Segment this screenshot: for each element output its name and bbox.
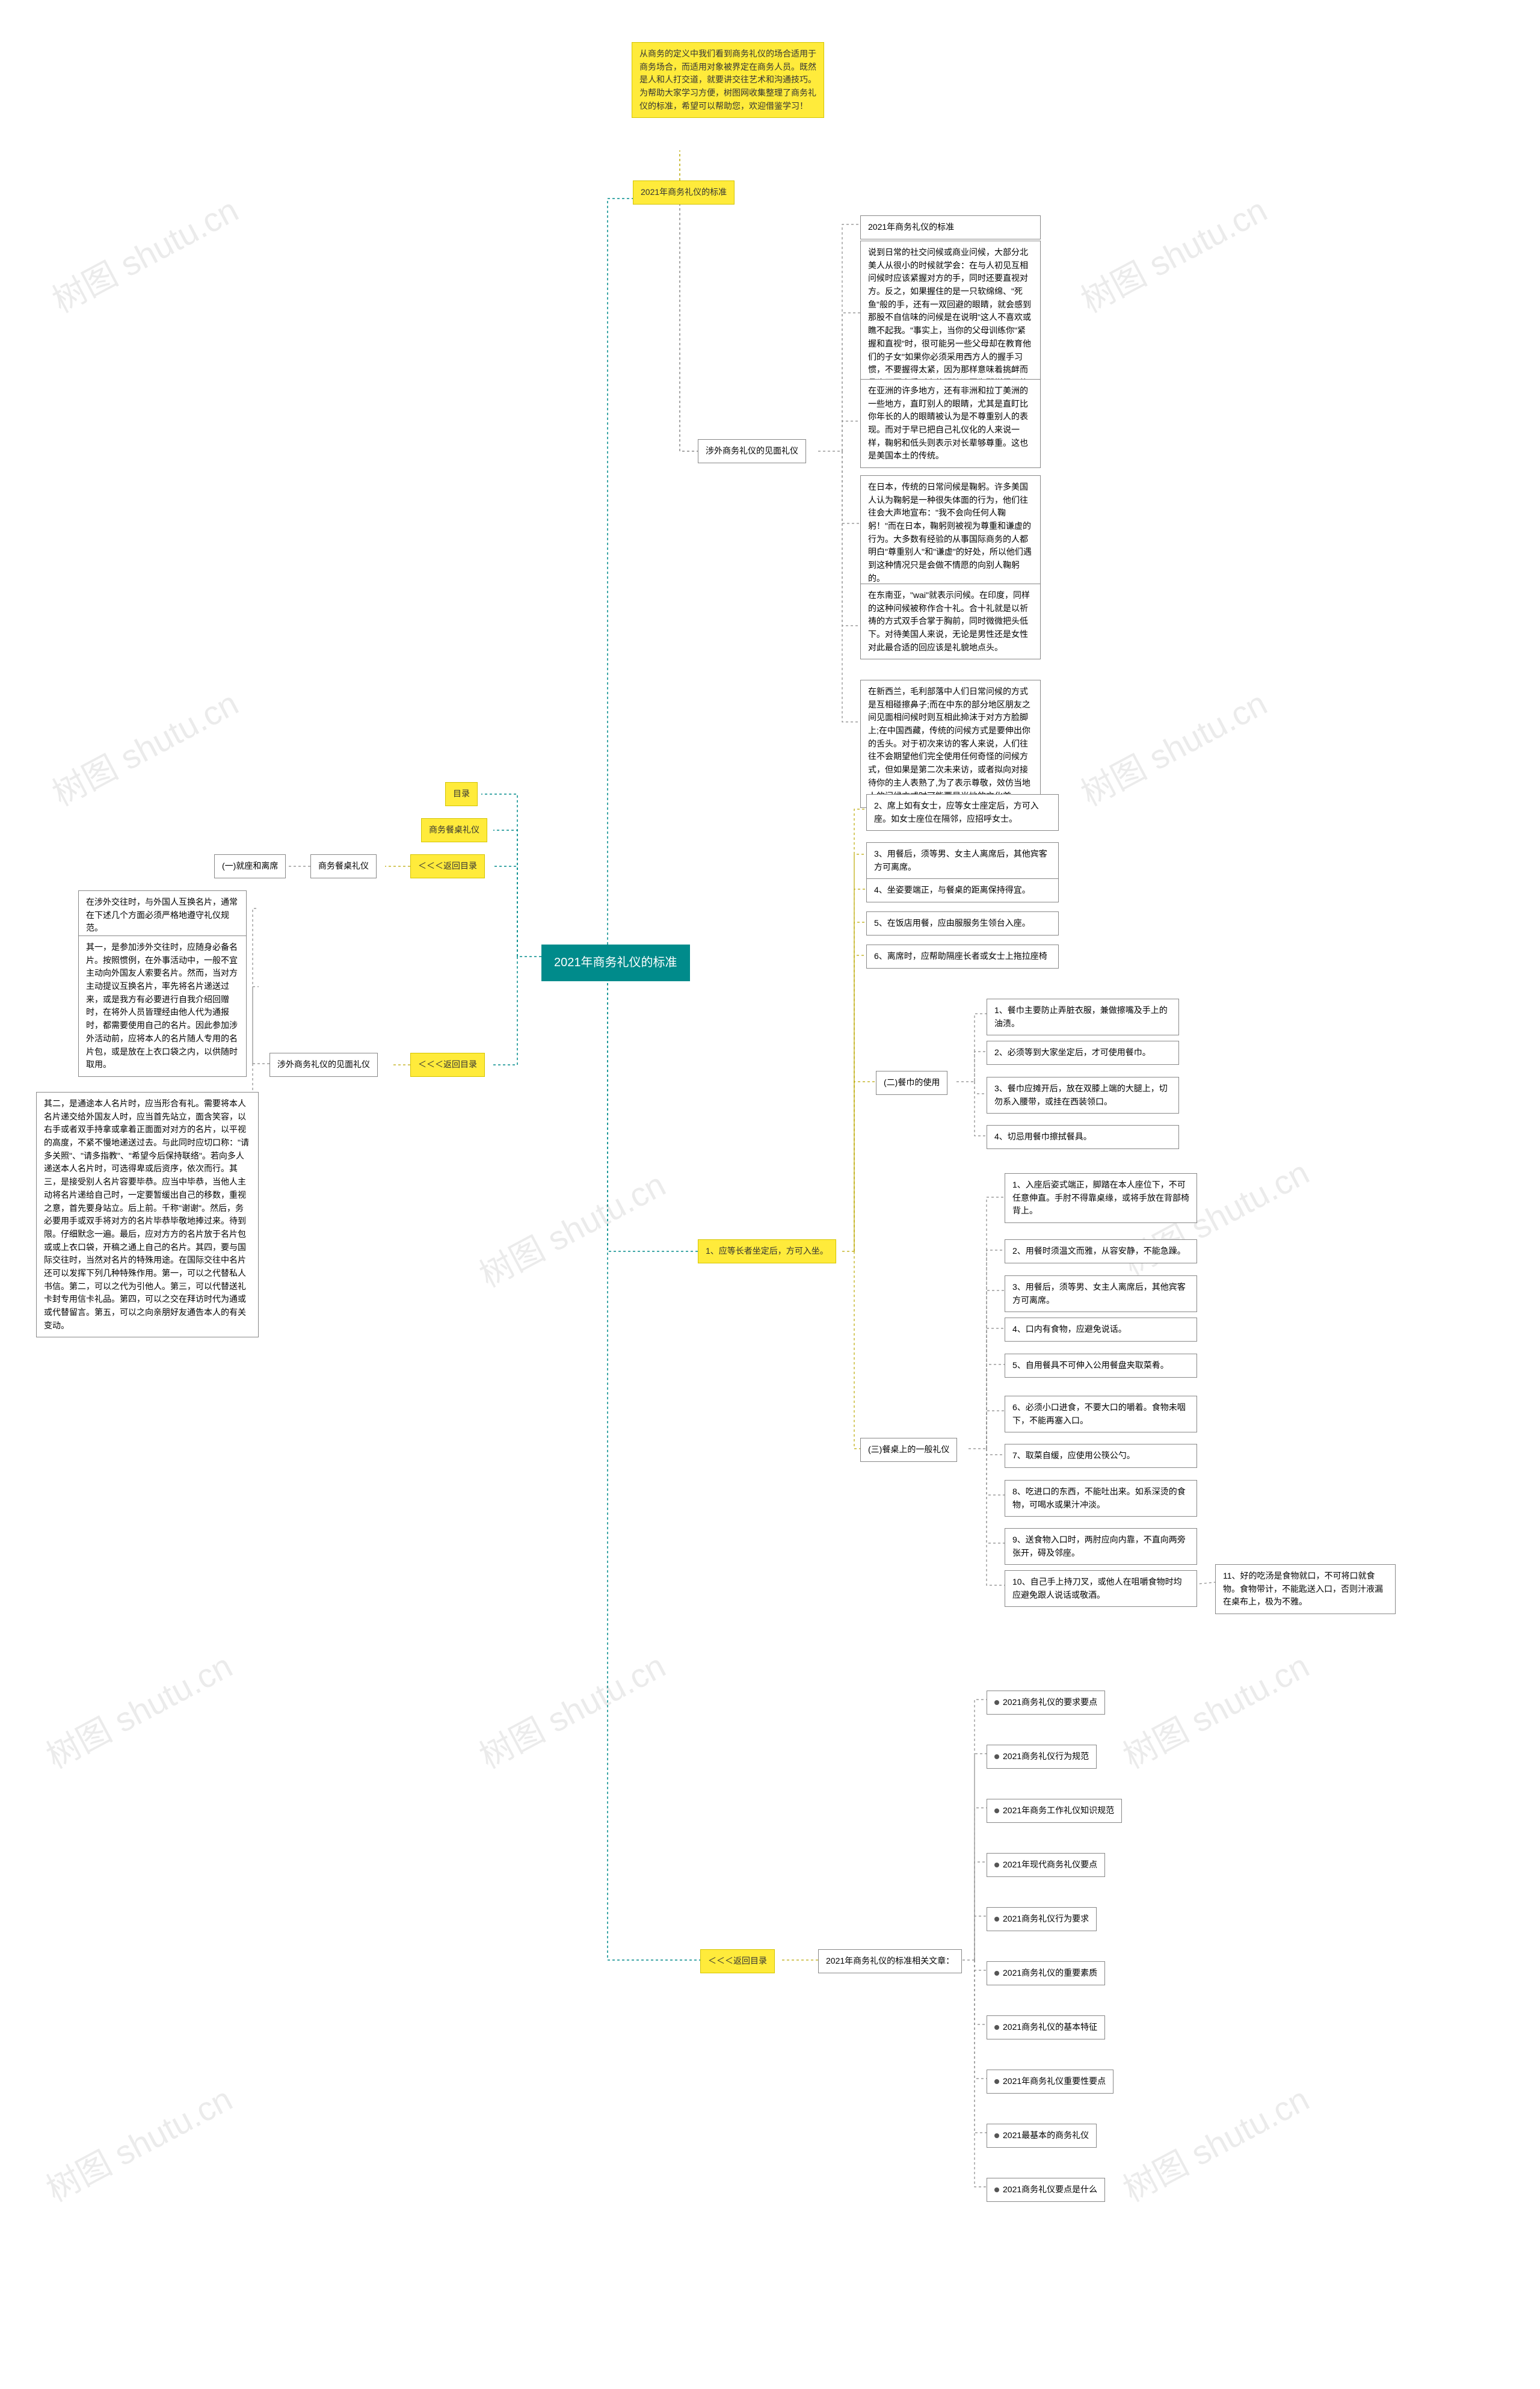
bullet-icon — [994, 1700, 999, 1705]
table-et-child-8: 9、送食物入口时，两肘应向内靠，不直向两旁张开，碍及邻座。 — [1005, 1528, 1197, 1565]
related-item-label: 2021商务礼仪的重要素质 — [1003, 1968, 1097, 1977]
related-item-5[interactable]: 2021商务礼仪的重要素质 — [987, 1961, 1105, 1985]
table-et-child-5: 6、必须小口进食，不要大口的嚼着。食物未咽下，不能再塞入口。 — [1005, 1396, 1197, 1432]
napkin-child-0: 1、餐巾主要防止弄脏衣服，兼做擦嘴及手上的油渍。 — [987, 999, 1179, 1035]
related-item-1[interactable]: 2021商务礼仪行为规范 — [987, 1745, 1097, 1769]
bullet-icon — [994, 2187, 999, 2192]
group-a-4: 6、离席时，应帮助隔座长者或女士上拖拉座椅 — [866, 945, 1059, 969]
toc-node[interactable]: 目录 — [445, 782, 478, 806]
related-item-0[interactable]: 2021商务礼仪的要求要点 — [987, 1691, 1105, 1715]
related-item-label: 2021年商务工作礼仪知识规范 — [1003, 1805, 1114, 1815]
related-item-label: 2021年现代商务礼仪要点 — [1003, 1860, 1097, 1869]
center-node: 2021年商务礼仪的标准 — [541, 945, 690, 981]
return2-node[interactable]: ＜＜＜返回目录 — [410, 1053, 485, 1077]
table-et-child-0: 1、入座后姿式端正，脚踏在本人座位下，不可任意伸直。手肘不得靠桌缘，或将手放在背… — [1005, 1173, 1197, 1223]
greet-child-2: 在亚洲的许多地方，还有非洲和拉丁美洲的一些地方，直盯别人的眼睛，尤其是直盯比你年… — [860, 379, 1041, 468]
bullet-icon — [994, 2133, 999, 2138]
related-label: 2021年商务礼仪的标准相关文章： — [818, 1949, 962, 1973]
watermark: 树图 shutu.cn — [1071, 677, 1275, 816]
table-et-child-9: 10、自己手上持刀叉，或他人在咀嚼食物时均应避免跟人说话或敬酒。 — [1005, 1570, 1197, 1607]
table-et-child-4: 5、自用餐具不可伸入公用餐盘夹取菜肴。 — [1005, 1354, 1197, 1378]
watermark: 树图 shutu.cn — [43, 677, 246, 816]
greet-child-0: 2021年商务礼仪的标准 — [860, 215, 1041, 239]
mindmap-canvas: 树图 shutu.cn 树图 shutu.cn 树图 shutu.cn 树图 shut… — [0, 0, 1540, 2389]
table-et-child-7: 8、吃进口的东西，不能吐出来。如系深烫的食物，可喝水或果汁冲淡。 — [1005, 1480, 1197, 1517]
napkin-child-3: 4、切忌用餐巾擦拭餐具。 — [987, 1125, 1179, 1149]
related-item-label: 2021商务礼仪行为要求 — [1003, 1914, 1089, 1923]
return3-node[interactable]: ＜＜＜返回目录 — [700, 1949, 775, 1973]
watermark: 树图 shutu.cn — [43, 183, 246, 322]
bullet-icon — [994, 1754, 999, 1759]
related-item-6[interactable]: 2021商务礼仪的基本特征 — [987, 2015, 1105, 2039]
related-item-8[interactable]: 2021最基本的商务礼仪 — [987, 2124, 1097, 2148]
left-box-two: 其二，是通途本人名片时，应当形合有礼。需要将本人名片递交给外国友人时，应当首先站… — [36, 1092, 259, 1337]
group-a-2: 4、坐姿要端正，与餐桌的距离保持得宜。 — [866, 878, 1059, 902]
table-et-child-6: 7、取菜自缓，应使用公筷公勺。 — [1005, 1444, 1197, 1468]
watermark: 树图 shutu.cn — [37, 2073, 240, 2212]
watermark: 树图 shutu.cn — [470, 1639, 673, 1778]
l1-title: 2021年商务礼仪的标准 — [633, 180, 735, 205]
group-a-1: 3、用餐后，须等男、女主人离席后，其他宾客方可离席。 — [866, 842, 1059, 879]
related-item-7[interactable]: 2021年商务礼仪重要性要点 — [987, 2070, 1113, 2094]
bullet-icon — [994, 1917, 999, 1922]
napkin-child-2: 3、餐巾应摊开后，放在双膝上端的大腿上，切勿系入腰带，或挂在西装领口。 — [987, 1077, 1179, 1114]
related-item-label: 2021商务礼仪的要求要点 — [1003, 1697, 1097, 1707]
table-et-child-3: 4、口内有食物，应避免说话。 — [1005, 1318, 1197, 1342]
greet-child-5: 在新西兰，毛利部落中人们日常问候的方式是互相碰擦鼻子;而在中东的部分地区朋友之间… — [860, 680, 1041, 808]
watermark: 树图 shutu.cn — [37, 1639, 240, 1778]
dining-node[interactable]: 商务餐桌礼仪 — [421, 818, 487, 842]
napkin-child-1: 2、必须等到大家坐定后，才可使用餐巾。 — [987, 1041, 1179, 1065]
return1-ssub: (一)就座和离席 — [214, 854, 286, 878]
bullet-icon — [994, 1863, 999, 1867]
watermark: 树图 shutu.cn — [1113, 1639, 1317, 1778]
group-a-3: 5、在饭店用餐，应由服服务生领台入座。 — [866, 911, 1059, 936]
left-box-intro: 在涉外交往时，与外国人互换名片，通常在下述几个方面必须严格地遵守礼仪规范。 — [78, 890, 247, 940]
greet-child-3: 在日本，传统的日常问候是鞠躬。许多美国人认为鞠躬是一种很失体面的行为，他们往往会… — [860, 475, 1041, 591]
related-item-label: 2021商务礼仪行为规范 — [1003, 1751, 1089, 1761]
related-item-2[interactable]: 2021年商务工作礼仪知识规范 — [987, 1799, 1122, 1823]
related-item-label: 2021最基本的商务礼仪 — [1003, 2130, 1089, 2140]
watermark: 树图 shutu.cn — [1071, 183, 1275, 322]
napkin-label: (二)餐巾的使用 — [876, 1071, 947, 1095]
return1-node[interactable]: ＜＜＜返回目录 — [410, 854, 485, 878]
table-et-child-1: 2、用餐时须温文而雅，从容安静，不能急躁。 — [1005, 1239, 1197, 1263]
related-item-label: 2021商务礼仪要点是什么 — [1003, 2184, 1097, 2194]
greet-branch-label: 涉外商务礼仪的见面礼仪 — [698, 439, 806, 463]
group-a-0: 2、席上如有女士，应等女士座定后，方可入座。如女士座位在隔邻，应招呼女士。 — [866, 794, 1059, 831]
bullet-icon — [994, 2079, 999, 2084]
bullet-icon — [994, 1808, 999, 1813]
related-item-label: 2021年商务礼仪重要性要点 — [1003, 2076, 1106, 2086]
return1-sub: 商务餐桌礼仪 — [310, 854, 377, 878]
greet-child-4: 在东南亚，"wai"就表示问候。在印度，同样的这种问候被称作合十礼。合十礼就是以… — [860, 584, 1041, 659]
related-item-9[interactable]: 2021商务礼仪要点是什么 — [987, 2178, 1105, 2202]
table-et-extra: 11、好的吃汤是食物就口，不可将口就食物。食物带计，不能匙送入口，否则汁液漏在桌… — [1215, 1564, 1396, 1614]
related-item-label: 2021商务礼仪的基本特征 — [1003, 2022, 1097, 2032]
main-one: 1、应等长者坐定后，方可入坐。 — [698, 1239, 836, 1263]
intro-box: 从商务的定义中我们看到商务礼仪的场合适用于商务场合，而适用对象被界定在商务人员。… — [632, 42, 824, 118]
bullet-icon — [994, 2025, 999, 2030]
related-item-4[interactable]: 2021商务礼仪行为要求 — [987, 1907, 1097, 1931]
table-et-label: (三)餐桌上的一般礼仪 — [860, 1438, 957, 1462]
watermark: 树图 shutu.cn — [1113, 2073, 1317, 2212]
return2-sub: 涉外商务礼仪的见面礼仪 — [270, 1053, 378, 1077]
table-et-child-2: 3、用餐后，须等男、女主人离席后，其他宾客方可离席。 — [1005, 1275, 1197, 1312]
bullet-icon — [994, 1971, 999, 1976]
related-item-3[interactable]: 2021年现代商务礼仪要点 — [987, 1853, 1105, 1877]
left-box-one: 其一，是参加涉外交往时，应随身必备名片。按照惯例，在外事活动中，一般不宜主动向外… — [78, 936, 247, 1077]
watermark: 树图 shutu.cn — [470, 1158, 673, 1297]
